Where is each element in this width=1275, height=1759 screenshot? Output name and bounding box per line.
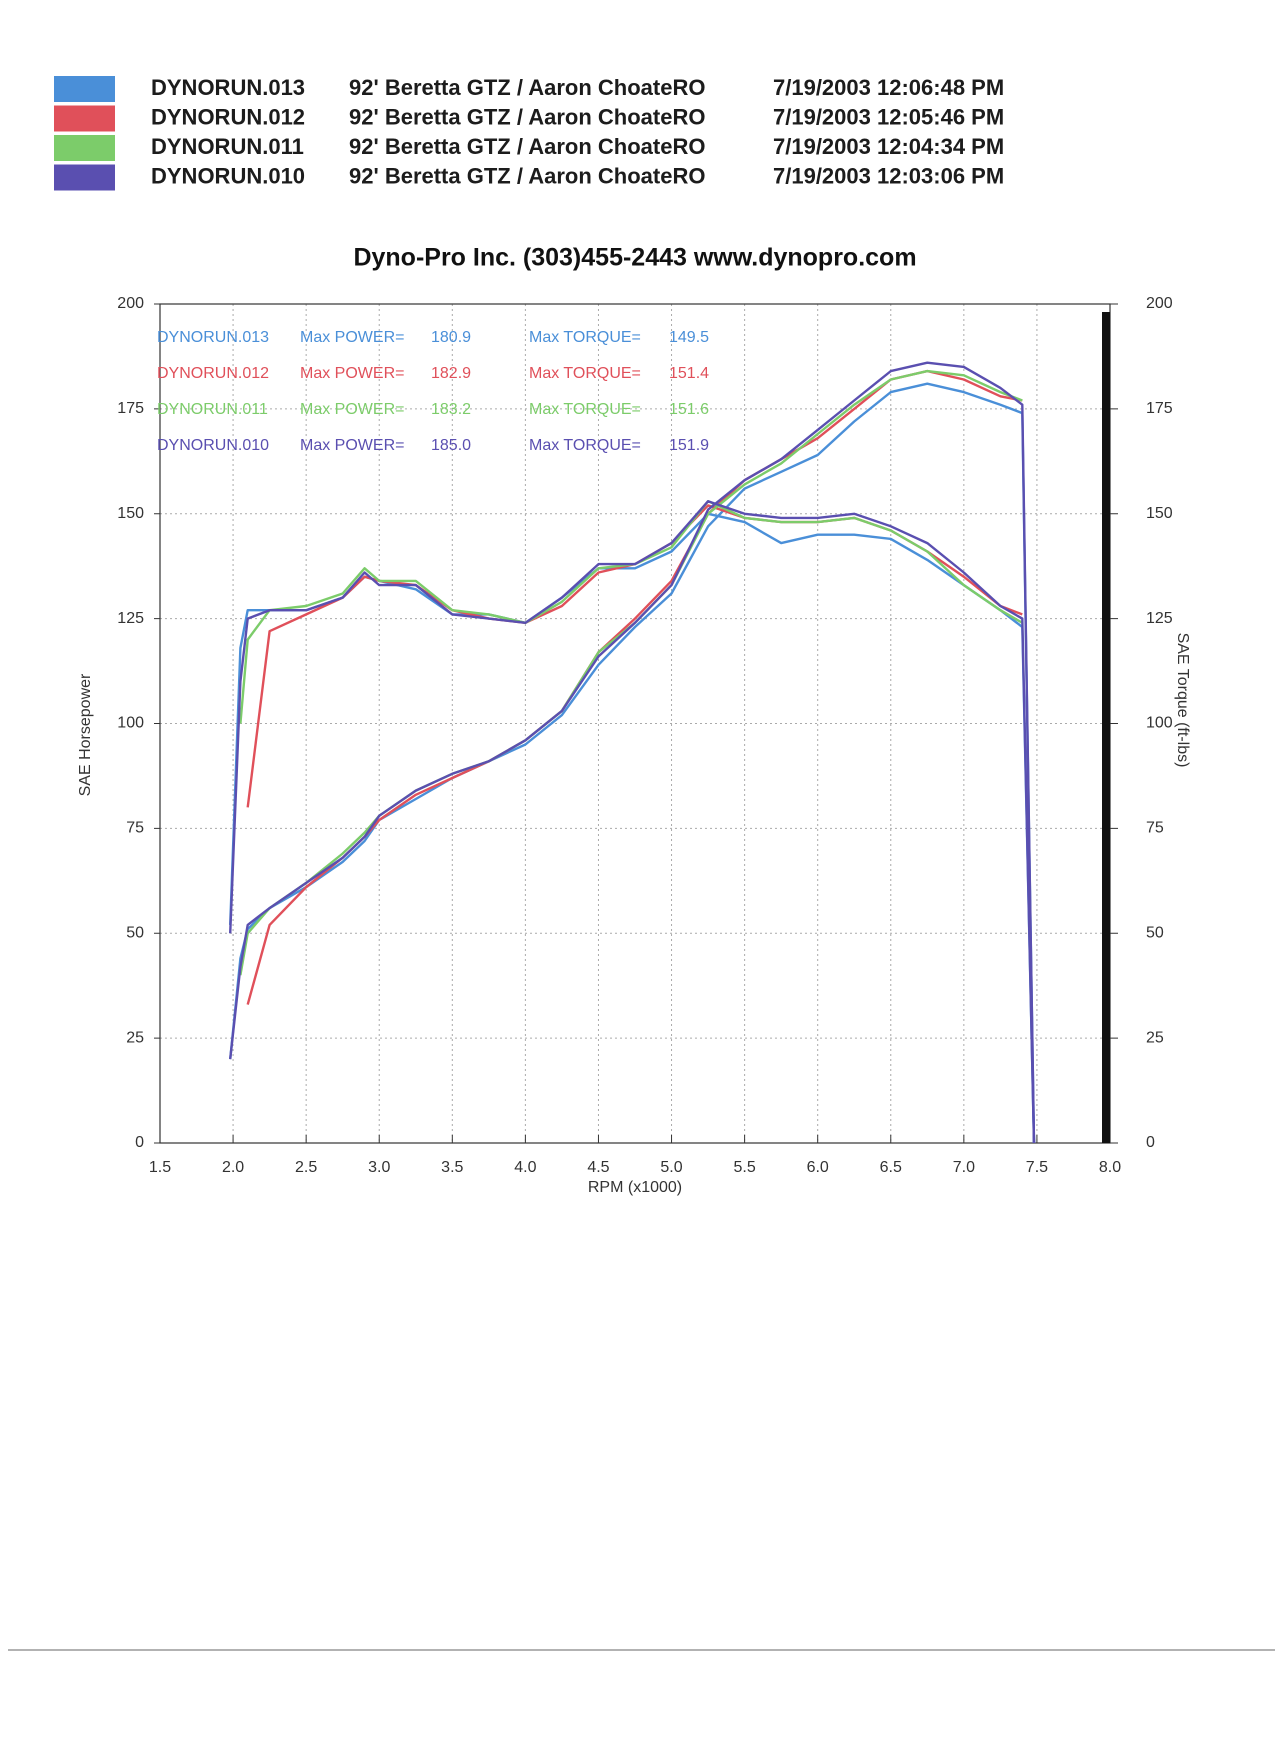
x-tick-label: 4.5 [587, 1159, 609, 1176]
y2-tick-label: 50 [1146, 924, 1164, 941]
annotation-torque-label: Max TORQUE= [529, 365, 641, 382]
legend-timestamp: 7/19/2003 12:04:34 PM [773, 134, 1004, 159]
x-tick-label: 3.5 [441, 1159, 463, 1176]
annotation-power-value: 183.2 [431, 401, 471, 418]
torque-line [229, 500, 1036, 1144]
x-tick-label: 3.0 [368, 1159, 390, 1176]
x-tick-label: 6.0 [807, 1159, 829, 1176]
x-tick-label: 2.5 [295, 1159, 317, 1176]
legend-name: DYNORUN.010 [151, 163, 305, 188]
power-line [239, 369, 1023, 976]
legend-name: DYNORUN.012 [151, 104, 305, 129]
x-tick-label: 2.0 [222, 1159, 244, 1176]
annotation-power-label: Max POWER= [300, 401, 404, 418]
legend-swatch [54, 76, 115, 102]
annotation-name: DYNORUN.010 [157, 437, 269, 454]
y2-axis-label: SAE Torque (ft-lbs) [1174, 633, 1191, 768]
y-tick-label: 50 [126, 924, 144, 941]
legend-swatch [54, 135, 115, 161]
x-tick-label: 8.0 [1099, 1159, 1121, 1176]
y2-tick-label: 175 [1146, 400, 1173, 417]
legend-name: DYNORUN.011 [151, 134, 304, 159]
annotation-power-label: Max POWER= [300, 365, 404, 382]
legend-description: 92' Beretta GTZ / Aaron ChoateRO [349, 104, 705, 129]
annotation-power-value: 180.9 [431, 329, 471, 346]
annotation-torque-value: 151.6 [669, 401, 709, 418]
power-line [229, 361, 1036, 1144]
y-tick-label: 175 [117, 400, 144, 417]
x-tick-label: 7.5 [1026, 1159, 1048, 1176]
y2-tick-label: 25 [1146, 1029, 1164, 1046]
legend-swatch [54, 164, 115, 191]
y-tick-label: 75 [126, 820, 144, 837]
y2-tick-label: 100 [1146, 715, 1173, 732]
y-tick-label: 100 [117, 715, 144, 732]
y2-tick-label: 0 [1146, 1134, 1155, 1151]
x-tick-label: 6.5 [880, 1159, 902, 1176]
y-axis-label: SAE Horsepower [77, 673, 94, 796]
annotation-torque-value: 151.4 [669, 365, 709, 382]
legend-timestamp: 7/19/2003 12:03:06 PM [773, 163, 1004, 188]
annotation-name: DYNORUN.013 [157, 329, 269, 346]
annotation-torque-label: Max TORQUE= [529, 437, 641, 454]
y-tick-label: 0 [135, 1134, 144, 1151]
y2-tick-label: 200 [1146, 295, 1173, 312]
y2-tick-label: 75 [1146, 820, 1164, 837]
x-tick-label: 5.5 [733, 1159, 755, 1176]
y-tick-label: 125 [117, 610, 144, 627]
y-tick-label: 200 [117, 295, 144, 312]
x-tick-label: 1.5 [149, 1159, 171, 1176]
annotation-torque-value: 149.5 [669, 329, 709, 346]
annotation-torque-label: Max TORQUE= [529, 329, 641, 346]
legend-swatch [54, 105, 115, 132]
x-tick-label: 5.0 [660, 1159, 682, 1176]
annotation-name: DYNORUN.012 [157, 365, 269, 382]
chart-title: Dyno-Pro Inc. (303)455-2443 www.dynopro.… [353, 244, 916, 272]
y2-tick-label: 125 [1146, 610, 1173, 627]
legend-timestamp: 7/19/2003 12:05:46 PM [773, 104, 1004, 129]
y2-tick-label: 150 [1146, 505, 1173, 522]
annotation-power-label: Max POWER= [300, 437, 404, 454]
legend-timestamp: 7/19/2003 12:06:48 PM [773, 75, 1004, 100]
annotation-power-value: 185.0 [431, 437, 471, 454]
annotation-torque-value: 151.9 [669, 437, 709, 454]
annotation-name: DYNORUN.011 [157, 401, 268, 418]
y-tick-label: 25 [126, 1029, 144, 1046]
legend-description: 92' Beretta GTZ / Aaron ChoateRO [349, 134, 705, 159]
x-tick-label: 7.0 [953, 1159, 975, 1176]
annotation-power-label: Max POWER= [300, 329, 404, 346]
annotation-power-value: 182.9 [431, 365, 471, 382]
torque-line [239, 500, 1023, 724]
y-tick-label: 150 [117, 505, 144, 522]
legend-description: 92' Beretta GTZ / Aaron ChoateRO [349, 163, 705, 188]
legend-name: DYNORUN.013 [151, 75, 305, 100]
legend-description: 92' Beretta GTZ / Aaron ChoateRO [349, 75, 705, 100]
x-axis-label: RPM (x1000) [588, 1179, 682, 1196]
x-tick-label: 4.0 [514, 1159, 536, 1176]
annotation-torque-label: Max TORQUE= [529, 401, 641, 418]
